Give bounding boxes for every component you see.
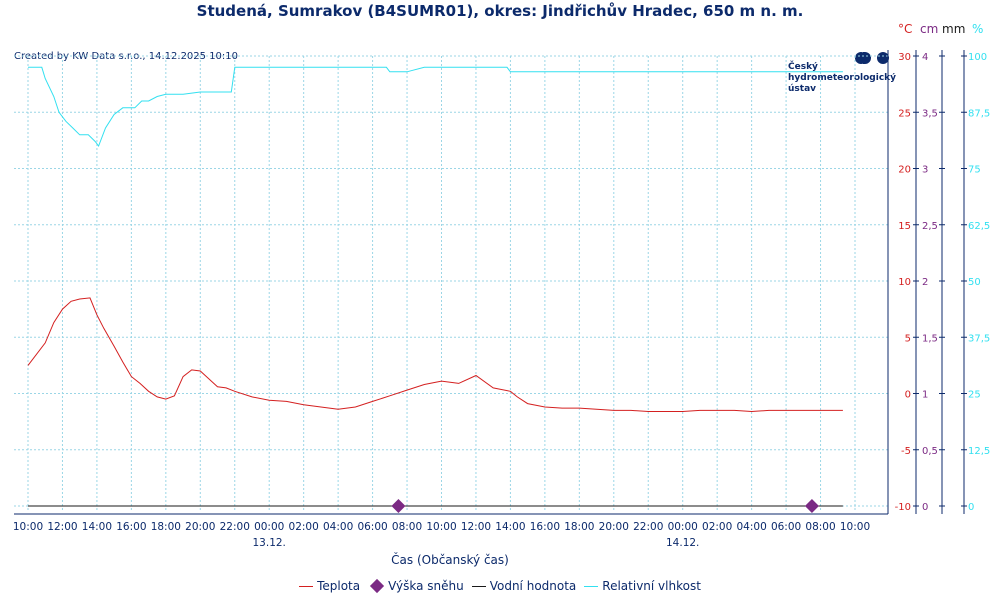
x-tick-label: 12:00 [461,521,491,533]
humidity-tick-label: 12,5 [968,446,990,457]
x-tick-label: 06:00 [357,521,387,533]
temperature-tick-label: -5 [901,446,911,457]
x-tick-label: 08:00 [392,521,422,533]
x-tick-label: 04:00 [736,521,766,533]
x-tick-label: 18:00 [151,521,181,533]
temperature-tick-label: 30 [898,52,911,63]
x-tick-label: 16:00 [530,521,560,533]
x-tick-label: 22:00 [633,521,663,533]
legend-swatch-icon [584,585,599,587]
snow-tick-label: 0 [922,502,928,513]
x-tick-label: 12:00 [47,521,77,533]
logo-text: Český hydrometeorologický ústav [788,62,897,94]
x-tick-label: 06:00 [771,521,801,533]
x-axis-title: Čas (Občanský čas) [391,552,509,567]
snow-tick-label: 0,5 [922,446,938,457]
legend-label: Výška sněhu [388,578,464,593]
x-tick-label: 14:00 [82,521,112,533]
snow-tick-label: 3 [922,165,928,176]
x-tick-label: 00:00 [668,521,698,533]
x-tick-label: 22:00 [220,521,250,533]
x-tick-label: 10:00 [13,521,43,533]
date-label: 14.12. [666,537,699,549]
unit-humidity: % [972,22,984,36]
x-tick-label: 04:00 [323,521,353,533]
x-tick-label: 08:00 [805,521,835,533]
humidity-tick-label: 50 [968,277,981,288]
temperature-tick-label: 20 [898,165,911,176]
temperature-tick-label: 25 [898,108,911,119]
temperature-tick-label: 0 [905,390,911,401]
humidity-tick-label: 75 [968,165,981,176]
x-tick-label: 10:00 [840,521,870,533]
legend-label: Vodní hodnota [489,578,577,593]
legend-label: Relativní vlhkost [602,578,701,593]
unit-water: mm [942,22,966,36]
date-label: 13.12. [253,537,286,549]
snow-tick-label: 2,5 [922,221,938,232]
unit-temperature: °C [898,22,913,36]
humidity-tick-label: 25 [968,390,981,401]
x-tick-label: 14:00 [495,521,525,533]
snow-tick-label: 4 [922,52,928,63]
legend-swatch-icon [471,585,486,587]
legend-item: Výška sněhu [368,578,464,594]
series-line-humidity [28,66,843,148]
series-line-temperature [27,297,843,413]
humidity-tick-label: 100 [968,52,987,63]
legend-label: Teplota [317,578,361,593]
legend-item: Vodní hodnota [471,578,577,593]
logo-dots-icon [855,52,905,66]
snow-depth-point [391,499,406,513]
legend-swatch-icon [299,585,314,587]
x-tick-label: 02:00 [289,521,319,533]
chart-legend: Teplota Výška sněhu Vodní hodnota Relativní… [0,578,1000,594]
snow-depth-point [804,499,819,513]
snow-tick-label: 1 [922,390,928,401]
humidity-tick-label: 87,5 [968,108,990,119]
x-tick-label: 18:00 [564,521,594,533]
temperature-tick-label: -10 [895,502,911,513]
snow-tick-label: 2 [922,277,928,288]
legend-swatch-icon [370,578,385,594]
x-tick-label: 10:00 [426,521,456,533]
legend-item: Relativní vlhkost [584,579,701,593]
snow-tick-label: 3,5 [922,108,938,119]
x-tick-label: 02:00 [702,521,732,533]
x-tick-label: 16:00 [116,521,146,533]
temperature-tick-label: 5 [905,333,911,344]
humidity-tick-label: 62,5 [968,221,990,232]
unit-snow: cm [920,22,939,36]
humidity-tick-label: 37,5 [968,333,990,344]
chart-title: Studená, Sumrakov (B4SUMR01), okres: Jin… [196,2,804,20]
x-tick-label: 20:00 [185,521,215,533]
x-tick-label: 20:00 [599,521,629,533]
temperature-tick-label: 15 [898,221,911,232]
temperature-tick-label: 10 [898,277,911,288]
humidity-tick-label: 0 [968,502,974,513]
snow-tick-label: 1,5 [922,333,938,344]
x-tick-label: 00:00 [254,521,284,533]
legend-item: Teplota [299,579,360,593]
